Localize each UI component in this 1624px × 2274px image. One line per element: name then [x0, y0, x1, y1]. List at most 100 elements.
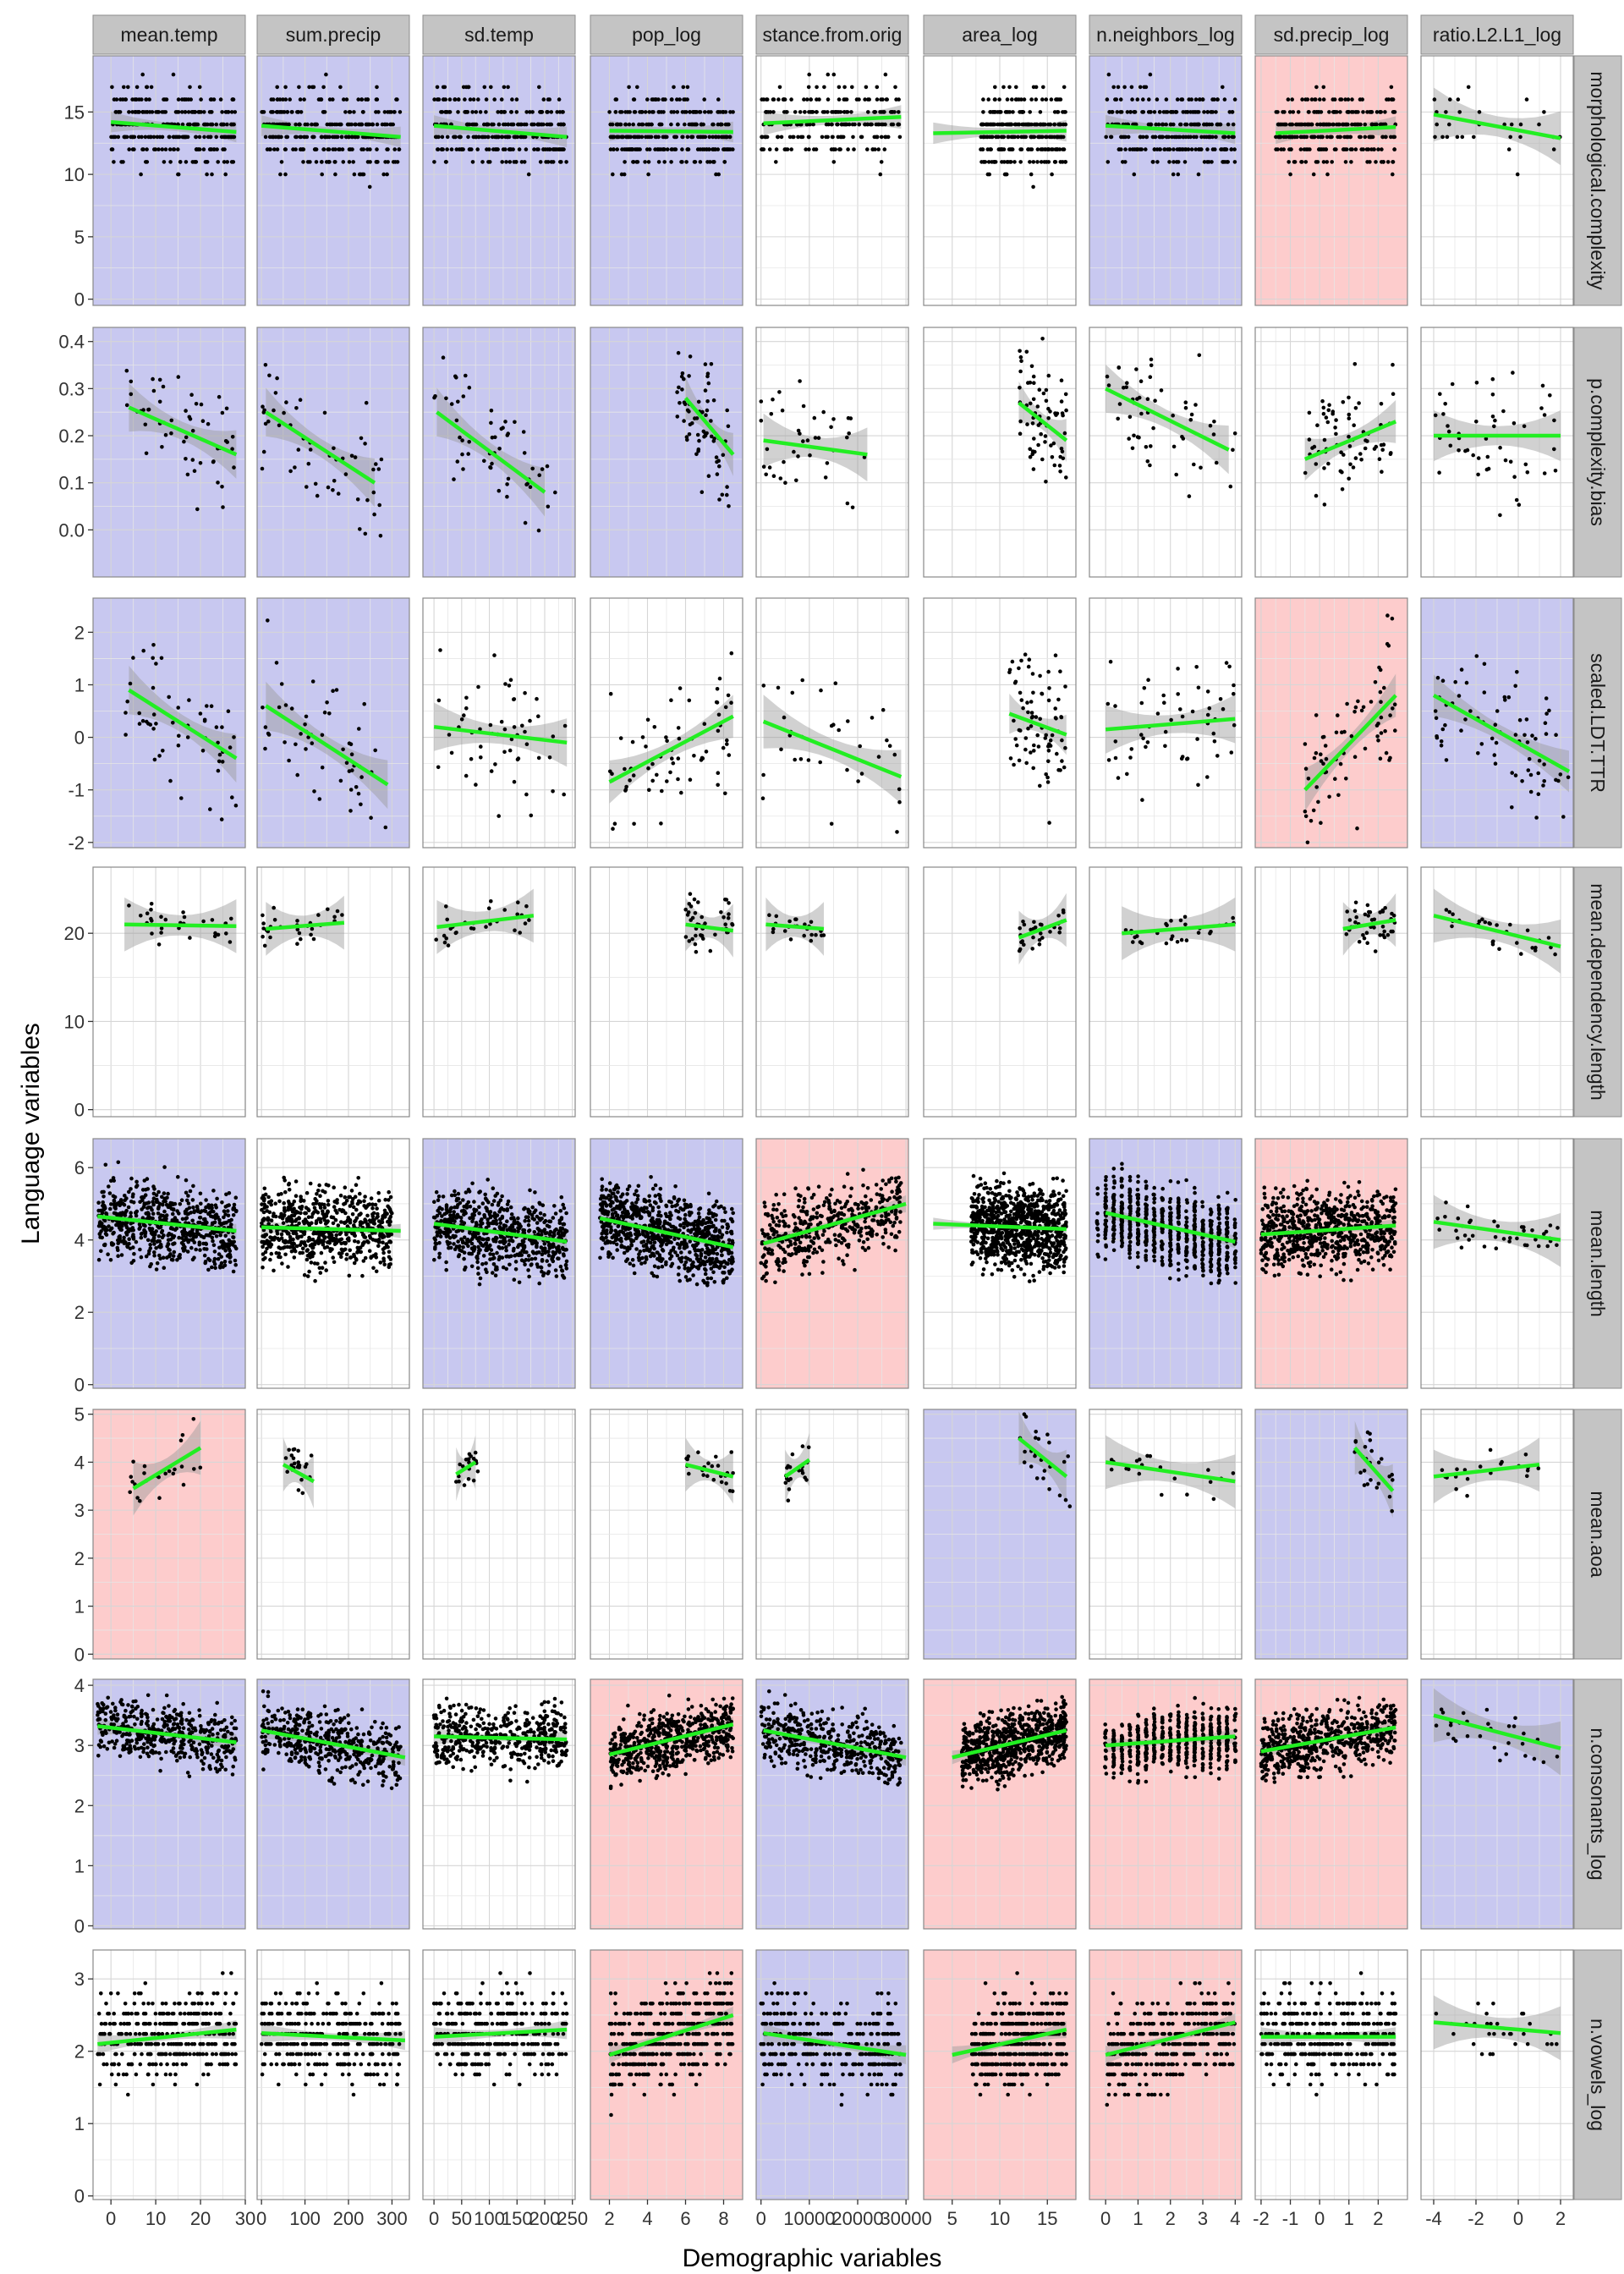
data-point: [331, 147, 336, 151]
data-point: [893, 85, 897, 90]
data-point: [270, 110, 275, 114]
data-point: [683, 907, 688, 912]
data-point: [341, 160, 346, 164]
data-point: [1012, 160, 1017, 164]
data-point: [154, 1200, 159, 1205]
data-point: [309, 932, 313, 937]
data-point: [524, 110, 529, 114]
data-point: [1044, 398, 1049, 404]
data-point: [1183, 922, 1188, 927]
data-point: [1221, 85, 1225, 90]
data-point: [1367, 909, 1371, 915]
data-point: [1030, 421, 1035, 426]
data-point: [159, 915, 163, 919]
data-point: [1525, 470, 1530, 475]
panel-background: [1255, 867, 1407, 1117]
data-point: [1029, 724, 1034, 728]
data-point: [203, 1217, 207, 1222]
data-point: [1316, 799, 1320, 805]
data-point: [1286, 97, 1291, 102]
data-point: [1160, 122, 1165, 127]
data-point: [1349, 160, 1353, 164]
data-point: [815, 97, 819, 102]
data-point: [283, 703, 288, 707]
data-point: [132, 147, 136, 151]
data-point: [699, 933, 703, 937]
data-point: [466, 135, 470, 140]
data-point: [439, 110, 443, 114]
data-point: [1224, 661, 1229, 665]
data-point: [141, 147, 145, 151]
data-point: [1064, 475, 1068, 480]
data-point: [721, 453, 726, 458]
data-point: [223, 110, 228, 114]
data-point: [374, 110, 378, 114]
data-point: [1447, 122, 1451, 127]
data-point: [778, 476, 783, 481]
data-point: [782, 147, 787, 151]
data-point: [1018, 160, 1023, 164]
data-point: [490, 135, 495, 140]
data-point: [219, 1255, 224, 1259]
data-point: [719, 122, 723, 127]
data-point: [145, 911, 150, 915]
data-point: [272, 135, 276, 140]
data-point: [220, 725, 224, 729]
data-point: [515, 757, 520, 762]
data-point: [138, 1200, 142, 1204]
data-point: [1222, 97, 1227, 102]
data-point: [279, 682, 284, 686]
data-point: [1558, 772, 1563, 777]
data-point: [853, 122, 857, 127]
data-point: [653, 135, 658, 140]
data-point: [842, 85, 847, 90]
data-point: [362, 701, 367, 706]
data-point: [1390, 616, 1395, 621]
data-point: [1144, 135, 1149, 140]
data-point: [1524, 717, 1529, 722]
data-point: [527, 918, 531, 922]
data-point: [281, 97, 285, 102]
data-point: [1113, 704, 1117, 708]
data-point: [332, 122, 337, 127]
data-point: [785, 147, 790, 151]
data-point: [1111, 85, 1116, 90]
data-point: [223, 135, 228, 140]
data-point: [661, 147, 666, 151]
data-point: [173, 135, 178, 140]
data-point: [1048, 930, 1052, 934]
data-point: [1336, 793, 1341, 798]
data-point: [508, 160, 513, 164]
data-point: [876, 755, 881, 759]
data-point: [759, 419, 764, 423]
data-point: [1313, 97, 1317, 102]
data-point: [341, 747, 345, 752]
data-point: [882, 147, 887, 151]
data-point: [104, 1211, 108, 1216]
data-point: [1493, 761, 1498, 766]
data-point: [693, 911, 698, 915]
data-point: [213, 1216, 218, 1221]
data-point: [519, 135, 524, 140]
data-point: [167, 1203, 171, 1208]
data-point: [1059, 378, 1064, 383]
data-point: [1326, 461, 1330, 466]
data-point: [147, 97, 151, 102]
data-point: [993, 85, 997, 90]
data-point: [1490, 736, 1495, 741]
data-point: [272, 147, 277, 151]
data-point: [1464, 680, 1469, 685]
data-point: [493, 762, 497, 766]
data-point: [1378, 933, 1382, 937]
data-point: [847, 431, 851, 436]
data-point: [842, 110, 847, 114]
data-point: [669, 122, 673, 127]
data-point: [640, 110, 645, 114]
data-point: [717, 497, 721, 502]
data-point: [195, 1207, 200, 1212]
data-point: [850, 85, 854, 90]
data-point: [162, 1209, 167, 1214]
data-point: [1438, 392, 1442, 397]
data-point: [536, 528, 541, 533]
data-point: [1211, 432, 1216, 437]
